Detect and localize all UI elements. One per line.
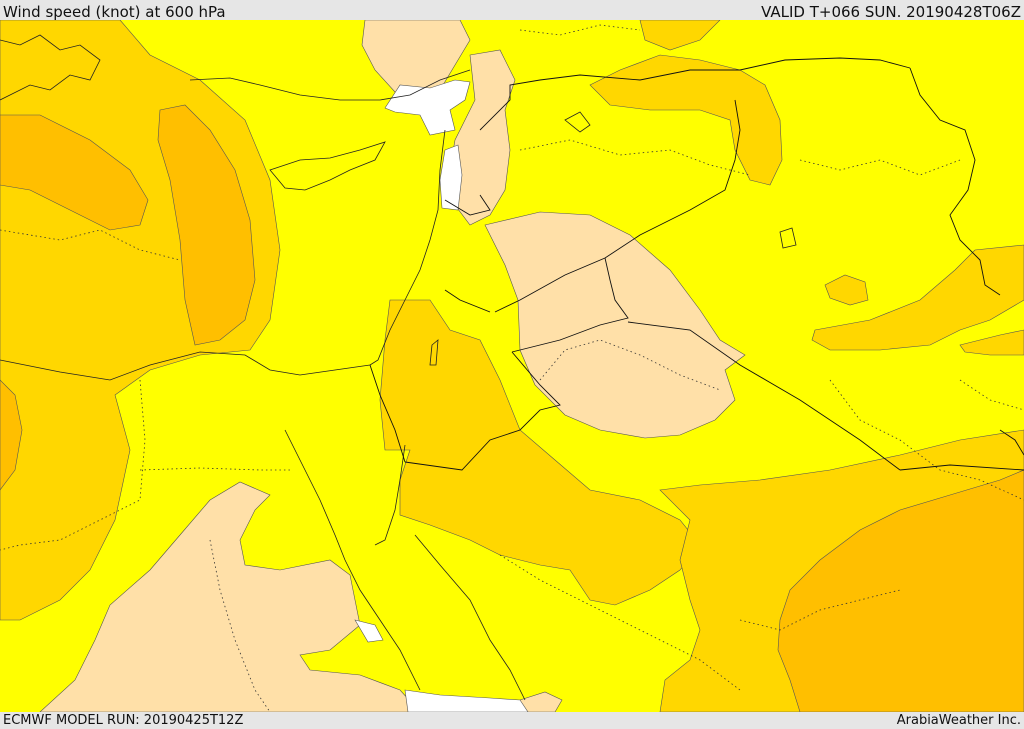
region-levant-beige	[449, 49, 516, 226]
coast-lake-van	[779, 227, 797, 249]
region-syria-beige	[484, 211, 746, 439]
coast-turkey-south	[189, 69, 471, 101]
coastlines	[0, 34, 797, 701]
map-title: Wind speed (knot) at 600 hPa	[3, 3, 226, 21]
region-north-gold	[589, 54, 783, 186]
valid-time: VALID T+066 SUN. 20190428T06Z	[761, 3, 1021, 21]
border-10	[739, 589, 901, 631]
border-8	[799, 159, 961, 176]
no-data-regions	[354, 79, 529, 712]
boundary-jordan-south	[404, 351, 561, 471]
major-boundaries	[369, 57, 1024, 471]
country-borders	[0, 24, 1024, 712]
provider-brand: ArabiaWeather Inc.	[896, 713, 1021, 728]
coast-lake-tuz	[564, 111, 591, 133]
coast-levant	[369, 129, 446, 366]
map-canvas	[0, 20, 1024, 712]
boundary-israel	[369, 364, 406, 463]
strong-wind-regions	[0, 104, 1024, 712]
region-east-gold	[811, 244, 1024, 351]
coast-egypt-north	[0, 351, 371, 381]
boundary-lebanon	[444, 194, 491, 216]
boundary-iran-iraq-gulf	[999, 429, 1024, 456]
border-9	[829, 379, 1024, 501]
border-6	[519, 139, 751, 176]
terrain-white-3	[404, 689, 529, 712]
region-west-orange-edge	[0, 379, 23, 491]
coast-cyprus	[269, 141, 386, 191]
footer-bar	[0, 712, 1024, 729]
boundary-jordan-saudi	[511, 257, 629, 353]
border-12	[959, 379, 1024, 411]
region-west-orange-lobe	[0, 114, 149, 231]
boundary-saudi-yemen-kuwait	[899, 464, 1024, 471]
border-7	[499, 554, 741, 691]
boundary-iraq-iran-north	[909, 67, 1001, 296]
region-levant-gold	[379, 299, 701, 606]
border-1	[0, 229, 181, 261]
region-southeast-orange	[777, 469, 1024, 712]
boundary-turkey-syria	[479, 57, 911, 131]
terrain-white-4	[354, 619, 384, 643]
model-run: ECMWF MODEL RUN: 20190425T12Z	[3, 713, 244, 728]
coast-aqaba	[374, 444, 406, 546]
region-west-orange-jet	[157, 104, 256, 346]
coast-suez	[284, 429, 421, 691]
border-3	[139, 467, 290, 471]
boundary-jordan-syria	[444, 289, 491, 313]
boundary-syria-iraq	[494, 99, 741, 313]
region-egypt-beige	[39, 481, 421, 712]
terrain-white-2	[439, 144, 463, 211]
region-north-gold-2	[639, 20, 721, 51]
coast-aegean	[0, 34, 101, 101]
boundary-iraq-saudi	[627, 321, 901, 471]
calm-wind-regions	[39, 20, 746, 712]
weather-map[interactable]	[0, 20, 1024, 712]
coast-redsea-east	[414, 534, 526, 701]
region-cyprus-gold	[824, 274, 869, 306]
region-east-gold-2	[959, 329, 1024, 356]
coast-dead-sea	[429, 339, 439, 366]
border-5	[539, 339, 721, 391]
header-bar	[0, 0, 1024, 20]
